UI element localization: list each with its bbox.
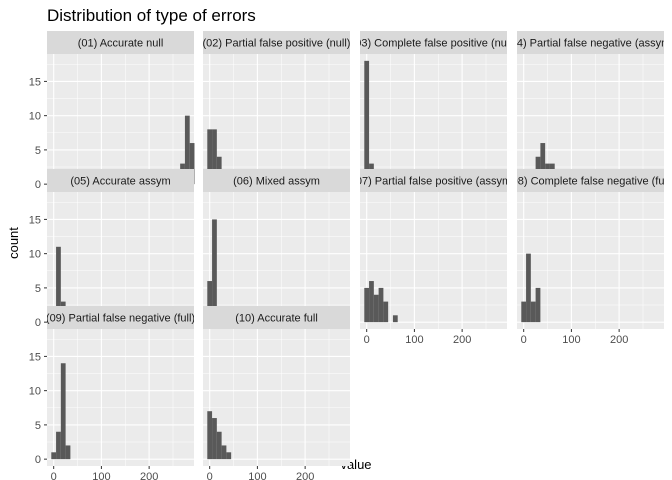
y-tick-label: 15	[29, 76, 41, 88]
panel-background	[517, 192, 664, 329]
facet-strip	[47, 169, 194, 192]
histogram-bar	[56, 246, 61, 323]
histogram-bar	[65, 445, 71, 460]
facet-panel-3: (03) Complete false positive (null)	[352, 31, 516, 191]
facet-strip-label: (01) Accurate null	[78, 38, 164, 50]
histogram-bar	[369, 281, 374, 323]
histogram-bar	[207, 281, 213, 323]
x-tick-label: 0	[207, 471, 213, 480]
histogram-bar	[216, 431, 222, 460]
facet-strip-label: (07) Partial false positive (assym)	[352, 176, 515, 188]
histogram-bar	[221, 445, 227, 460]
facet-strip	[517, 31, 664, 54]
facet-panel-9: (09) Partial false negative (full) 0 5 10 15…	[29, 306, 195, 480]
histogram-bar	[364, 60, 370, 185]
histogram-bar	[212, 129, 217, 185]
facet-strip-label: (08) Complete false negative (full)	[508, 176, 672, 188]
panel-background	[203, 54, 350, 191]
histogram-bar	[184, 115, 190, 185]
histogram-bar	[207, 129, 213, 185]
x-tick-label: 100	[405, 334, 423, 346]
facet-panel-4: (04) Partial false negative (assym)	[507, 31, 672, 191]
histogram-bar	[540, 143, 546, 185]
x-tick-label: 0	[364, 334, 370, 346]
panel-background	[203, 329, 350, 466]
histogram-bar	[60, 363, 66, 460]
facet-strip-label: (10) Accurate full	[235, 313, 318, 325]
histogram-bar	[378, 287, 384, 323]
histogram-bar	[364, 287, 370, 323]
facet-strip	[47, 31, 194, 54]
facet-panel-10: (10) Accurate full 0 100 200	[203, 306, 350, 480]
facet-panel-6: (06) Mixed assym	[203, 169, 350, 329]
y-tick-label: 0	[35, 317, 41, 329]
histogram-bar	[51, 452, 57, 460]
histogram-bar	[56, 431, 61, 460]
y-tick-label: 0	[35, 179, 41, 191]
panel-background	[47, 329, 194, 466]
chart-title: Distribution of type of errors	[47, 6, 256, 25]
facet-strip-label: (06) Mixed assym	[233, 176, 320, 188]
facet-panel-8: (08) Complete false negative (full) 0 100 2…	[508, 169, 672, 346]
y-axis-title: count	[6, 227, 21, 259]
y-tick-label: 10	[29, 386, 41, 398]
facet-strip	[360, 169, 507, 192]
y-tick-label: 5	[35, 420, 41, 432]
x-tick-label: 0	[51, 471, 57, 480]
y-tick-label: 15	[29, 351, 41, 363]
y-tick-label: 10	[29, 249, 41, 261]
histogram-bar	[212, 418, 217, 460]
histogram-bar	[207, 411, 213, 460]
facet-strip	[47, 306, 194, 329]
x-tick-label: 0	[521, 334, 527, 346]
histogram-bar	[521, 301, 527, 323]
histogram-bar	[392, 315, 398, 323]
y-tick-label: 10	[29, 111, 41, 123]
x-tick-label: 200	[140, 471, 158, 480]
facet-panel-7: (07) Partial false positive (assym) 0 100 2…	[352, 169, 515, 346]
histogram-bar	[530, 301, 536, 323]
facet-strip-label: (04) Partial false negative (assym)	[507, 38, 672, 50]
facet-strip	[360, 31, 507, 54]
x-tick-label: 100	[562, 334, 580, 346]
y-tick-label: 5	[35, 145, 41, 157]
y-tick-label: 15	[29, 214, 41, 226]
histogram-bar	[383, 301, 389, 323]
facet-strip	[203, 169, 350, 192]
histogram-bar	[526, 253, 531, 323]
y-tick-label: 0	[35, 454, 41, 466]
facet-strip-label: (03) Complete false positive (null)	[352, 38, 516, 50]
facet-strip-label: (02) Partial false positive (null)	[203, 38, 351, 50]
facet-panel-5: (05) Accurate assym 0 5 10 15	[29, 169, 194, 329]
y-tick-label: 5	[35, 283, 41, 295]
x-tick-label: 100	[248, 471, 266, 480]
facet-strip-label: (09) Partial false negative (full)	[46, 313, 195, 325]
facet-strip-label: (05) Accurate assym	[70, 176, 170, 188]
histogram-bar	[226, 452, 232, 460]
facet-strip	[203, 306, 350, 329]
x-tick-label: 100	[92, 471, 110, 480]
panel-background	[47, 54, 194, 191]
x-tick-label: 200	[610, 334, 628, 346]
facet-strip	[203, 31, 350, 54]
histogram-bar	[373, 294, 379, 323]
facet-panels: (01) Accurate null 0 5 10 15 (02) Partial fal…	[29, 31, 672, 480]
histogram-bar	[535, 287, 541, 323]
x-tick-label: 200	[296, 471, 314, 480]
x-tick-label: 200	[453, 334, 471, 346]
histogram-bar	[189, 143, 195, 185]
facet-panel-2: (02) Partial false positive (null)	[203, 31, 351, 191]
panel-background	[360, 54, 507, 191]
histogram-bar	[212, 219, 217, 323]
facet-panel-1: (01) Accurate null 0 5 10 15	[29, 31, 195, 191]
facet-strip	[517, 169, 664, 192]
